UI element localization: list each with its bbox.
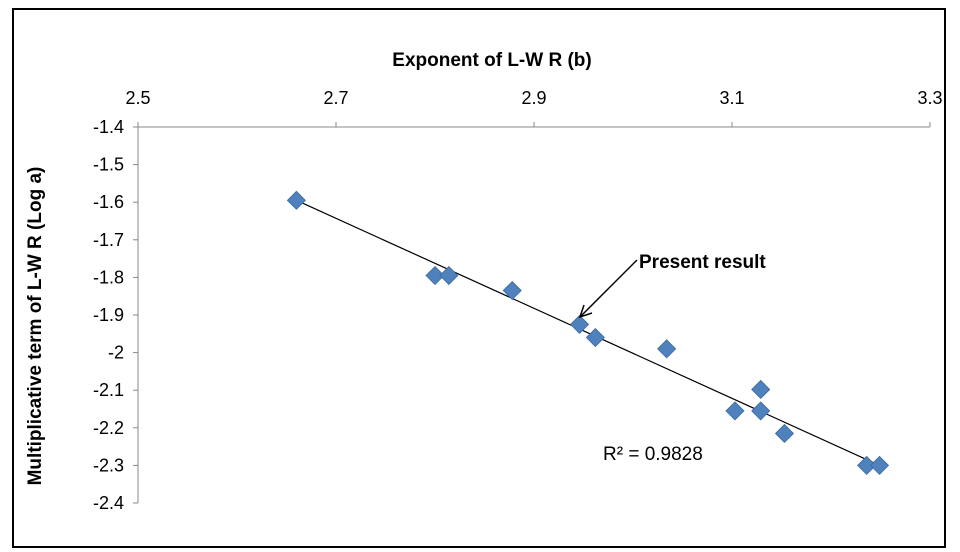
data-point [774, 423, 795, 444]
y-tick-label: -2 [108, 343, 124, 363]
data-point [751, 379, 771, 400]
y-tick-labels: -1.4 -1.5 -1.6 -1.7 -1.8 -1.9 -2 -2.1 -2.2 -2.3 -2… [93, 117, 124, 513]
r-squared-label: R² = 0.9828 [603, 444, 703, 465]
data-point [439, 265, 459, 286]
y-tick-label: -2.4 [93, 493, 124, 513]
data-points [286, 190, 890, 475]
x-tick-label: 3.3 [917, 88, 942, 108]
data-point [502, 280, 522, 301]
y-tick-label: -1.6 [93, 192, 124, 212]
axes [133, 122, 931, 504]
x-tick-label: 3.1 [719, 88, 744, 108]
data-point [286, 190, 306, 210]
y-tick-label: -1.4 [93, 117, 124, 137]
present-result-arrowhead [578, 304, 593, 319]
data-point [725, 401, 745, 421]
y-tick-label: -2.2 [93, 418, 124, 438]
data-point [657, 339, 677, 359]
x-tick-label: 2.5 [125, 88, 150, 108]
data-point [751, 401, 771, 421]
x-axis-title: Exponent of L-W R (b) [392, 50, 591, 71]
y-axis-title: Multiplicative term of L-W R (Log a) [25, 167, 46, 486]
data-point [869, 455, 890, 475]
y-tick-label: -1.5 [93, 155, 124, 175]
x-tick-label: 2.9 [521, 88, 546, 108]
present-result-arrow [579, 259, 638, 318]
data-point [425, 265, 445, 286]
y-tick-label: -1.9 [93, 305, 124, 325]
present-result-label: Present result [639, 252, 766, 273]
trendline [296, 199, 880, 466]
y-tick-label: -2.3 [93, 455, 124, 475]
chart-frame [12, 8, 946, 548]
y-tick-label: -1.7 [93, 230, 124, 250]
y-tick-label: -2.1 [93, 380, 124, 400]
x-tick-labels: 2.5 2.7 2.9 3.1 3.3 [125, 88, 942, 108]
y-tick-label: -1.8 [93, 267, 124, 287]
data-point [569, 314, 590, 334]
data-point [857, 455, 877, 475]
data-point [585, 327, 605, 348]
x-tick-label: 2.7 [323, 88, 348, 108]
